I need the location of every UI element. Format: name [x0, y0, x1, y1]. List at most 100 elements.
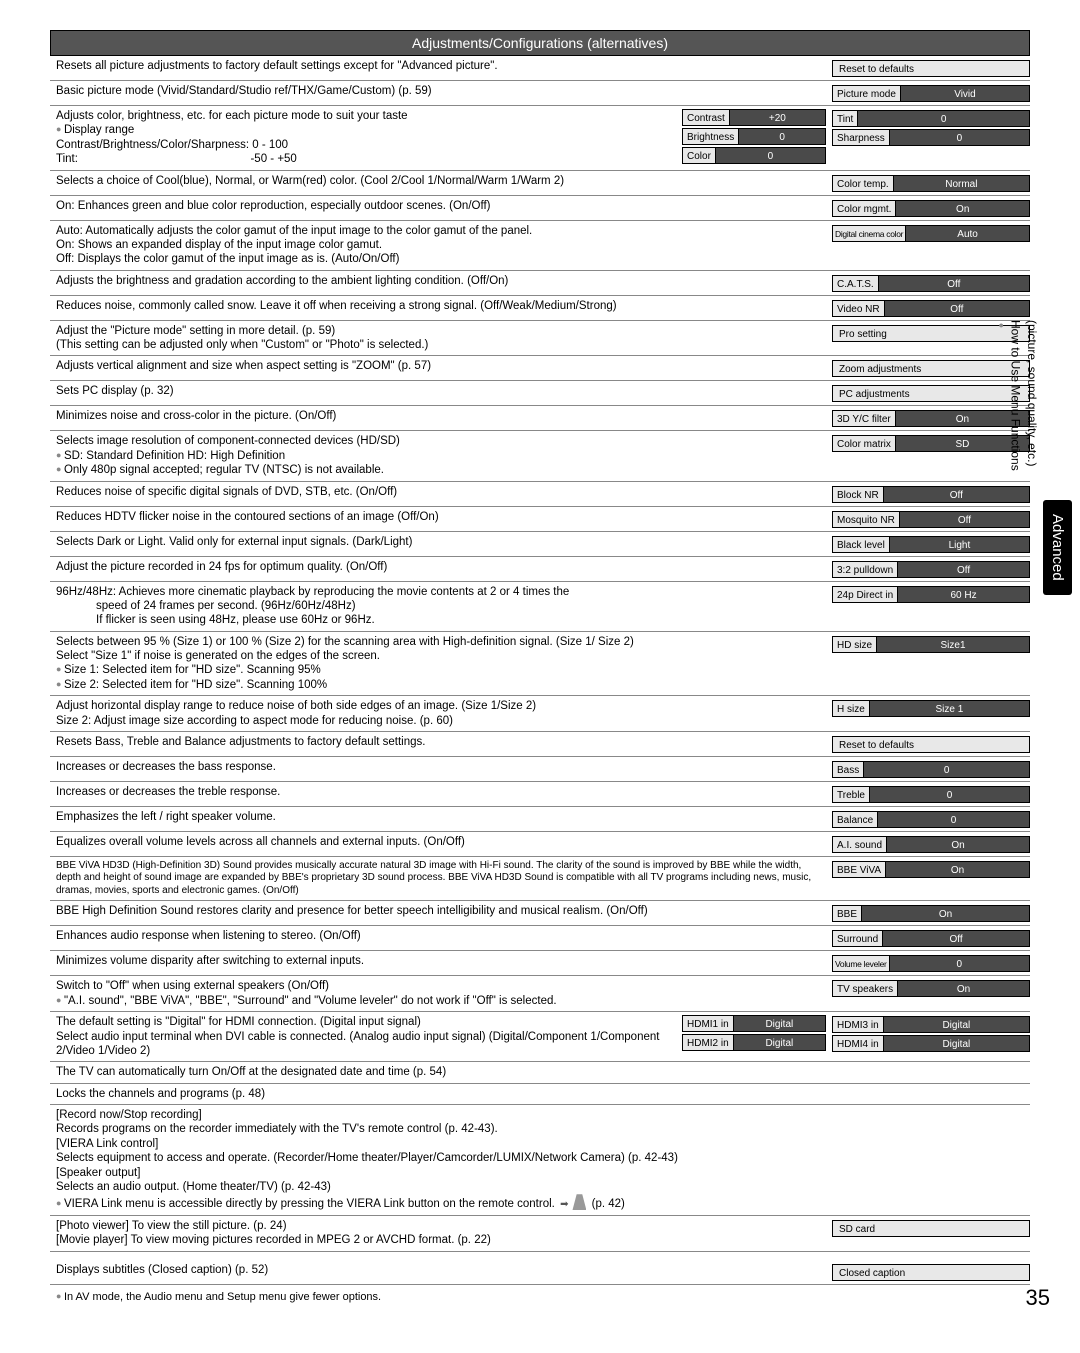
setting-row: Emphasizes the left / right speaker volu…: [50, 807, 1030, 832]
setting-description: Sets PC display (p. 32): [56, 384, 832, 398]
osd-label: Sharpness: [832, 129, 890, 146]
osd-item: Digital cinema colorAuto: [832, 225, 1030, 242]
setting-row: Reduces noise of specific digital signal…: [50, 482, 1030, 507]
setting-description: Selects Dark or Light. Valid only for ex…: [56, 535, 832, 549]
osd-label: Color temp.: [832, 175, 894, 192]
osd-label: Digital cinema color: [832, 225, 906, 242]
side-title: How to Use Menu Functions: [1008, 320, 1022, 471]
osd-value: 0: [890, 955, 1030, 972]
setting-row: Resets Bass, Treble and Balance adjustme…: [50, 732, 1030, 757]
osd-value: 0: [858, 110, 1030, 127]
osd-label: Balance: [832, 811, 878, 828]
osd-label: Color matrix: [832, 435, 896, 452]
osd-value: 0: [716, 147, 826, 164]
osd-value: Digital: [734, 1034, 826, 1051]
setting-description: Selects image resolution of component-co…: [56, 434, 832, 477]
setting-description: Enhances audio response when listening t…: [56, 929, 832, 943]
setting-description: [Photo viewer] To view the still picture…: [56, 1219, 832, 1248]
osd-value: Digital: [884, 1035, 1030, 1052]
osd-item: Color temp.Normal: [832, 175, 1030, 192]
osd-value: 0: [878, 811, 1030, 828]
setting-row: Selects image resolution of component-co…: [50, 431, 1030, 481]
osd-item: Contrast+20: [682, 109, 826, 126]
osd-item: HDMI3 inDigital: [832, 1016, 1030, 1033]
page-number: 35: [1026, 1285, 1050, 1311]
setting-row: Displays subtitles (Closed caption) (p. …: [50, 1260, 1030, 1285]
osd-item: HD sizeSize1: [832, 636, 1030, 653]
osd-label: HDMI3 in: [832, 1016, 884, 1033]
setting-row: Selects a choice of Cool(blue), Normal, …: [50, 171, 1030, 196]
setting-description: BBE ViVA HD3D (High-Definition 3D) Sound…: [56, 860, 832, 898]
setting-row: Equalizes overall volume levels across a…: [50, 832, 1030, 857]
osd-item: Treble0: [832, 786, 1030, 803]
setting-description: Locks the channels and programs (p. 48): [56, 1087, 832, 1101]
osd-item: HDMI4 inDigital: [832, 1035, 1030, 1052]
setting-row: Minimizes noise and cross-color in the p…: [50, 406, 1030, 431]
osd-label: Treble: [832, 786, 870, 803]
osd-value: Size 1: [870, 700, 1030, 717]
osd-value: On: [862, 905, 1030, 922]
setting-row: Resets all picture adjustments to factor…: [50, 56, 1030, 81]
setting-description: On: Enhances green and blue color reprod…: [56, 199, 832, 213]
setting-row: Adjust horizontal display range to reduc…: [50, 696, 1030, 732]
osd-label: TV speakers: [832, 980, 898, 997]
osd-label: HD size: [832, 636, 877, 653]
osd-item: Color mgmt.On: [832, 200, 1030, 217]
osd-value: Digital: [734, 1015, 826, 1032]
setting-description: Reduces noise of specific digital signal…: [56, 485, 832, 499]
setting-description: The default setting is "Digital" for HDM…: [56, 1015, 682, 1058]
setting-row: Minimizes volume disparity after switchi…: [50, 951, 1030, 976]
osd-value: On: [898, 980, 1030, 997]
osd-item: TV speakersOn: [832, 980, 1030, 997]
osd-label: Contrast: [682, 109, 730, 126]
osd-value: Auto: [906, 225, 1030, 242]
osd-item: Tint0: [832, 110, 1030, 127]
setting-row: Adjust the "Picture mode" setting in mor…: [50, 321, 1030, 357]
osd-label: HDMI4 in: [832, 1035, 884, 1052]
setting-description: Increases or decreases the treble respon…: [56, 785, 832, 799]
osd-label: Video NR: [832, 300, 885, 317]
setting-description: Adjust the "Picture mode" setting in mor…: [56, 324, 832, 353]
setting-row: BBE High Definition Sound restores clari…: [50, 901, 1030, 926]
osd-value: 0: [864, 761, 1030, 778]
side-tab: How to Use Menu Functions (picture, soun…: [995, 320, 1072, 595]
osd-single: SD card: [832, 1220, 1030, 1237]
osd-label: BBE: [832, 905, 862, 922]
osd-item: SurroundOff: [832, 930, 1030, 947]
osd-single: Reset to defaults: [832, 736, 1030, 753]
setting-row: The default setting is "Digital" for HDM…: [50, 1012, 1030, 1062]
osd-item: BBEOn: [832, 905, 1030, 922]
osd-label: A.I. sound: [832, 836, 887, 853]
setting-row: Adjusts the brightness and gradation acc…: [50, 271, 1030, 296]
setting-description: Reduces noise, commonly called snow. Lea…: [56, 299, 832, 313]
setting-row: Reduces noise, commonly called snow. Lea…: [50, 296, 1030, 321]
setting-description: Switch to "Off" when using external spea…: [56, 979, 832, 1008]
osd-label: BBE ViVA: [832, 861, 886, 878]
osd-label: Tint: [832, 110, 858, 127]
setting-row: On: Enhances green and blue color reprod…: [50, 196, 1030, 221]
setting-row: [Photo viewer] To view the still picture…: [50, 1216, 1030, 1252]
setting-row: The TV can automatically turn On/Off at …: [50, 1062, 1030, 1083]
osd-item: Color0: [682, 147, 826, 164]
osd-label: Volume leveler: [832, 955, 890, 972]
setting-description: The TV can automatically turn On/Off at …: [56, 1065, 832, 1079]
osd-label: HDMI2 in: [682, 1034, 734, 1051]
osd-item: Picture modeVivid: [832, 85, 1030, 102]
osd-value: On: [896, 200, 1030, 217]
setting-description: 96Hz/48Hz: Achieves more cinematic playb…: [56, 585, 832, 628]
osd-value: On: [887, 836, 1030, 853]
setting-row: Basic picture mode (Vivid/Standard/Studi…: [50, 81, 1030, 106]
setting-description: Equalizes overall volume levels across a…: [56, 835, 832, 849]
setting-description: Auto: Automatically adjusts the color ga…: [56, 224, 832, 267]
setting-row: Locks the channels and programs (p. 48): [50, 1084, 1030, 1105]
osd-single: Reset to defaults: [832, 60, 1030, 77]
osd-value: 0: [890, 129, 1030, 146]
osd-label: 3D Y/C filter: [832, 410, 896, 427]
section-header: Adjustments/Configurations (alternatives…: [50, 30, 1030, 56]
setting-row: Switch to "Off" when using external spea…: [50, 976, 1030, 1012]
osd-single: Closed caption: [832, 1264, 1030, 1281]
setting-description: Selects a choice of Cool(blue), Normal, …: [56, 174, 832, 188]
setting-row: Enhances audio response when listening t…: [50, 926, 1030, 951]
osd-label: HDMI1 in: [682, 1015, 734, 1032]
osd-value: +20: [730, 109, 826, 126]
